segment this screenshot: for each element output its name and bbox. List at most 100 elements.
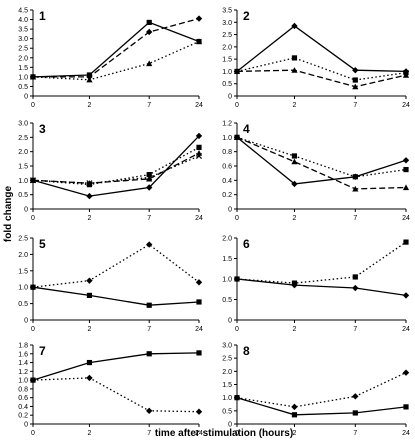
data-point-diamond (86, 277, 93, 284)
x-tick-label: 7 (147, 102, 151, 109)
x-tick-label: 24 (402, 102, 410, 109)
y-tick-label: 1.0 (18, 285, 28, 292)
data-point-triangle (146, 175, 153, 182)
data-point-diamond (146, 407, 153, 415)
series-1 (233, 134, 410, 188)
data-point-x (86, 180, 93, 187)
data-point-diamond (146, 28, 153, 36)
series-line (236, 25, 407, 73)
panel-8: 0 0.5 1.0 1.5 2.0 2.5 3.0 0 2 7 24 8 (222, 343, 410, 438)
panel-label: 8 (243, 344, 250, 358)
data-point-diamond (195, 408, 203, 415)
y-tick-label: 1.0 (18, 378, 28, 385)
x-tick-label: 24 (195, 102, 203, 109)
data-point-x (29, 177, 37, 184)
data-point-diamond (291, 403, 298, 411)
panel-2: 0 0.5 1.0 1.5 2.0 2.5 3.0 3.5 0 2 7 24 2 (222, 8, 410, 110)
data-point-triangle (402, 72, 410, 78)
data-point-square (403, 404, 409, 410)
y-tick-label: 0 (228, 422, 232, 429)
series-4 (29, 152, 203, 187)
y-tick-label: 0.5 (18, 192, 28, 199)
data-point-square (352, 410, 358, 416)
series-line (236, 136, 407, 178)
y-tick-label: 0.5 (18, 301, 28, 308)
y-tick-label: 3.5 (222, 8, 232, 15)
data-point-diamond (86, 192, 93, 200)
series-2 (234, 395, 409, 418)
y-tick-label: 2.0 (18, 149, 28, 156)
y-tick-label: 2.5 (222, 356, 232, 363)
y-tick-label: 0 (24, 318, 28, 325)
data-point-square (196, 299, 202, 305)
data-point-diamond (291, 180, 298, 188)
y-tick-label: 2.0 (222, 44, 232, 51)
x-tick-label: 7 (353, 326, 357, 333)
x-tick-label: 7 (353, 102, 357, 109)
y-tick-label: 0 (228, 94, 232, 101)
panels: 00.51.01.52.02.53.03.54.04.50 2 7 24100.51.… (18, 8, 410, 438)
y-tick-label: 2.5 (18, 135, 28, 142)
panel-label: 5 (39, 237, 46, 251)
y-tick-label: 0 (228, 318, 232, 325)
panel-1: 0 0.5 1.0 1.5 2.0 2.5 3.0 3.5 4.0 4.5 0 2 7 24 1 (18, 8, 203, 110)
series-3 (233, 134, 410, 192)
y-tick-label: 0 (24, 94, 28, 101)
x-tick-label: 2 (293, 102, 297, 109)
series-line (236, 69, 407, 88)
x-tick-label: 24 (402, 430, 410, 437)
data-point-diamond (402, 157, 410, 164)
x-tick-label: 24 (195, 326, 203, 333)
series-line (236, 241, 407, 284)
y-tick-label: 3.5 (18, 27, 28, 34)
panel-label: 7 (39, 344, 46, 358)
data-point-square (146, 19, 152, 26)
y-tick-label: 0 (24, 422, 28, 429)
series-1 (30, 19, 202, 80)
data-point-triangle (291, 158, 298, 165)
data-point-diamond (233, 275, 241, 283)
series-line (32, 146, 200, 186)
y-tick-label: 1.5 (18, 164, 28, 171)
data-point-triangle (86, 76, 93, 83)
panel-7: 0 0.2 0.4 0.6 0.81.0 1.2 1.4 1.61.8 0 2 7 24 7 (18, 343, 203, 438)
x-tick-label: 7 (353, 215, 357, 222)
series-line (236, 372, 407, 408)
x-tick-label: 7 (147, 326, 151, 333)
x-tick-label: 2 (87, 326, 91, 333)
data-point-diamond (29, 376, 37, 384)
y-tick-label: 0.4 (18, 404, 28, 411)
series-3 (29, 150, 203, 186)
series-1 (29, 132, 203, 200)
y-tick-label: 0.5 (222, 297, 232, 304)
y-tick-label: 1.2 (18, 369, 28, 376)
x-tick-label: 24 (402, 326, 410, 333)
data-point-diamond (352, 284, 359, 292)
data-point-triangle (402, 184, 410, 191)
series-line (32, 155, 200, 184)
series-2 (234, 55, 409, 83)
x-tick-label: 2 (87, 430, 91, 437)
data-point-triangle (146, 60, 153, 67)
series-line (32, 352, 200, 381)
x-tick-label: 7 (147, 215, 151, 222)
y-tick-label: 1.5 (222, 256, 232, 263)
data-point-square (291, 153, 298, 159)
series-line (236, 136, 407, 185)
y-tick-label: 3.0 (18, 36, 28, 43)
x-tick-label: 0 (31, 430, 35, 437)
y-tick-label: 0.2 (222, 192, 232, 199)
series-line (236, 278, 407, 297)
data-point-square (352, 77, 358, 83)
y-tick-label: 1.5 (18, 65, 28, 72)
data-point-diamond (402, 369, 410, 376)
data-point-diamond (195, 15, 203, 22)
series-line (33, 17, 200, 78)
data-point-square (146, 302, 152, 308)
panel-label: 1 (39, 9, 46, 23)
series-line (32, 286, 200, 306)
series-line (236, 136, 407, 190)
data-point-square (291, 412, 298, 418)
y-tick-label: 1.0 (222, 69, 232, 76)
x-tick-label: 0 (31, 102, 35, 109)
